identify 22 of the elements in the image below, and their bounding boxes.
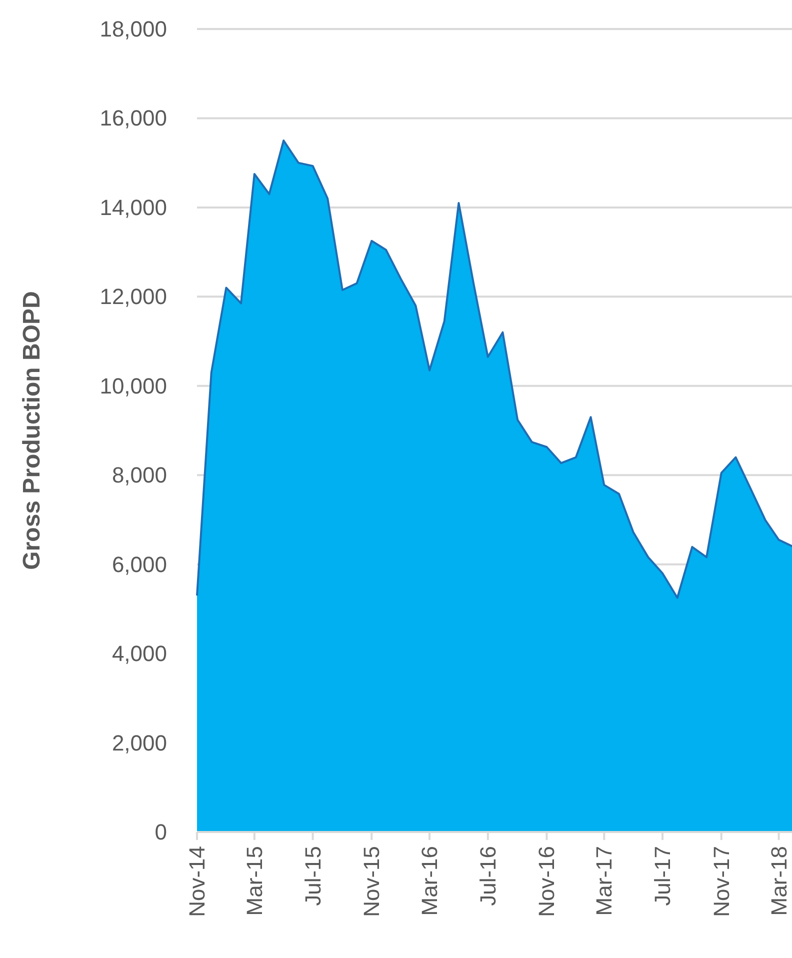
- x-tick-label: Nov-16: [534, 846, 560, 917]
- x-tick-label: Nov-17: [708, 846, 734, 917]
- x-tick-label: Jul-17: [650, 846, 676, 906]
- x-tick-label: Jul-16: [475, 846, 500, 906]
- y-tick-label: 14,000: [100, 194, 167, 220]
- y-tick-label: 12,000: [100, 284, 167, 310]
- y-tick-label: 0: [154, 820, 167, 844]
- x-tick-label: Jul-15: [300, 846, 326, 906]
- x-tick-label: Mar-17: [592, 846, 617, 916]
- x-tick-label: Mar-18: [766, 846, 792, 916]
- y-tick-label: 18,000: [100, 16, 167, 42]
- x-tick-label: Mar-15: [242, 846, 267, 916]
- y-tick-label: 4,000: [112, 641, 167, 666]
- y-tick-label: 10,000: [100, 373, 167, 398]
- y-tick-label: 2,000: [112, 730, 167, 756]
- y-tick-label: 6,000: [112, 552, 167, 577]
- y-tick-label: 16,000: [100, 106, 167, 131]
- x-tick-label: Nov-14: [184, 846, 210, 917]
- x-tick-label: Mar-16: [417, 846, 442, 916]
- x-tick-label: Nov-15: [359, 846, 384, 917]
- y-tick-label: 8,000: [112, 462, 167, 488]
- y-axis-title: Gross Production BOPD: [18, 291, 46, 570]
